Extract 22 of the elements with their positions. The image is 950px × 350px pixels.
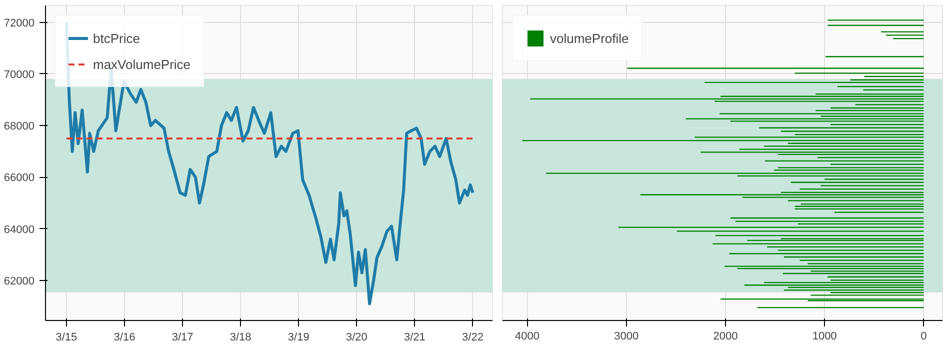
x-tick-label: 1000 [812,330,837,342]
x-tick-label: 4000 [515,330,540,342]
x-tick-label: 3/22 [462,332,484,344]
y-tick-label: 72000 [4,17,35,30]
y-tick-label: 68000 [4,120,35,133]
x-tick-label: 3/18 [230,332,252,344]
y-tick-label: 66000 [4,172,35,184]
x-tick-label: 3/16 [114,332,136,344]
x-tick-label: 3/21 [404,332,426,344]
x-tick-label: 3/17 [172,332,194,344]
x-tick-label: 0 [920,330,927,342]
x-tick-label: 3000 [614,330,639,342]
legend-label: maxVolumePrice [93,56,191,72]
legend-label: btcPrice [93,30,140,46]
y-tick-label: 64000 [4,224,35,236]
x-tick-label: 3/15 [56,332,78,344]
y-tick-label: 70000 [4,68,35,81]
legend-label: volumeProfile [550,30,629,46]
x-tick-label: 2000 [713,330,738,342]
y-tick-label: 62000 [4,275,35,288]
x-tick-label: 3/20 [346,332,368,344]
x-tick-label: 3/19 [288,332,310,344]
